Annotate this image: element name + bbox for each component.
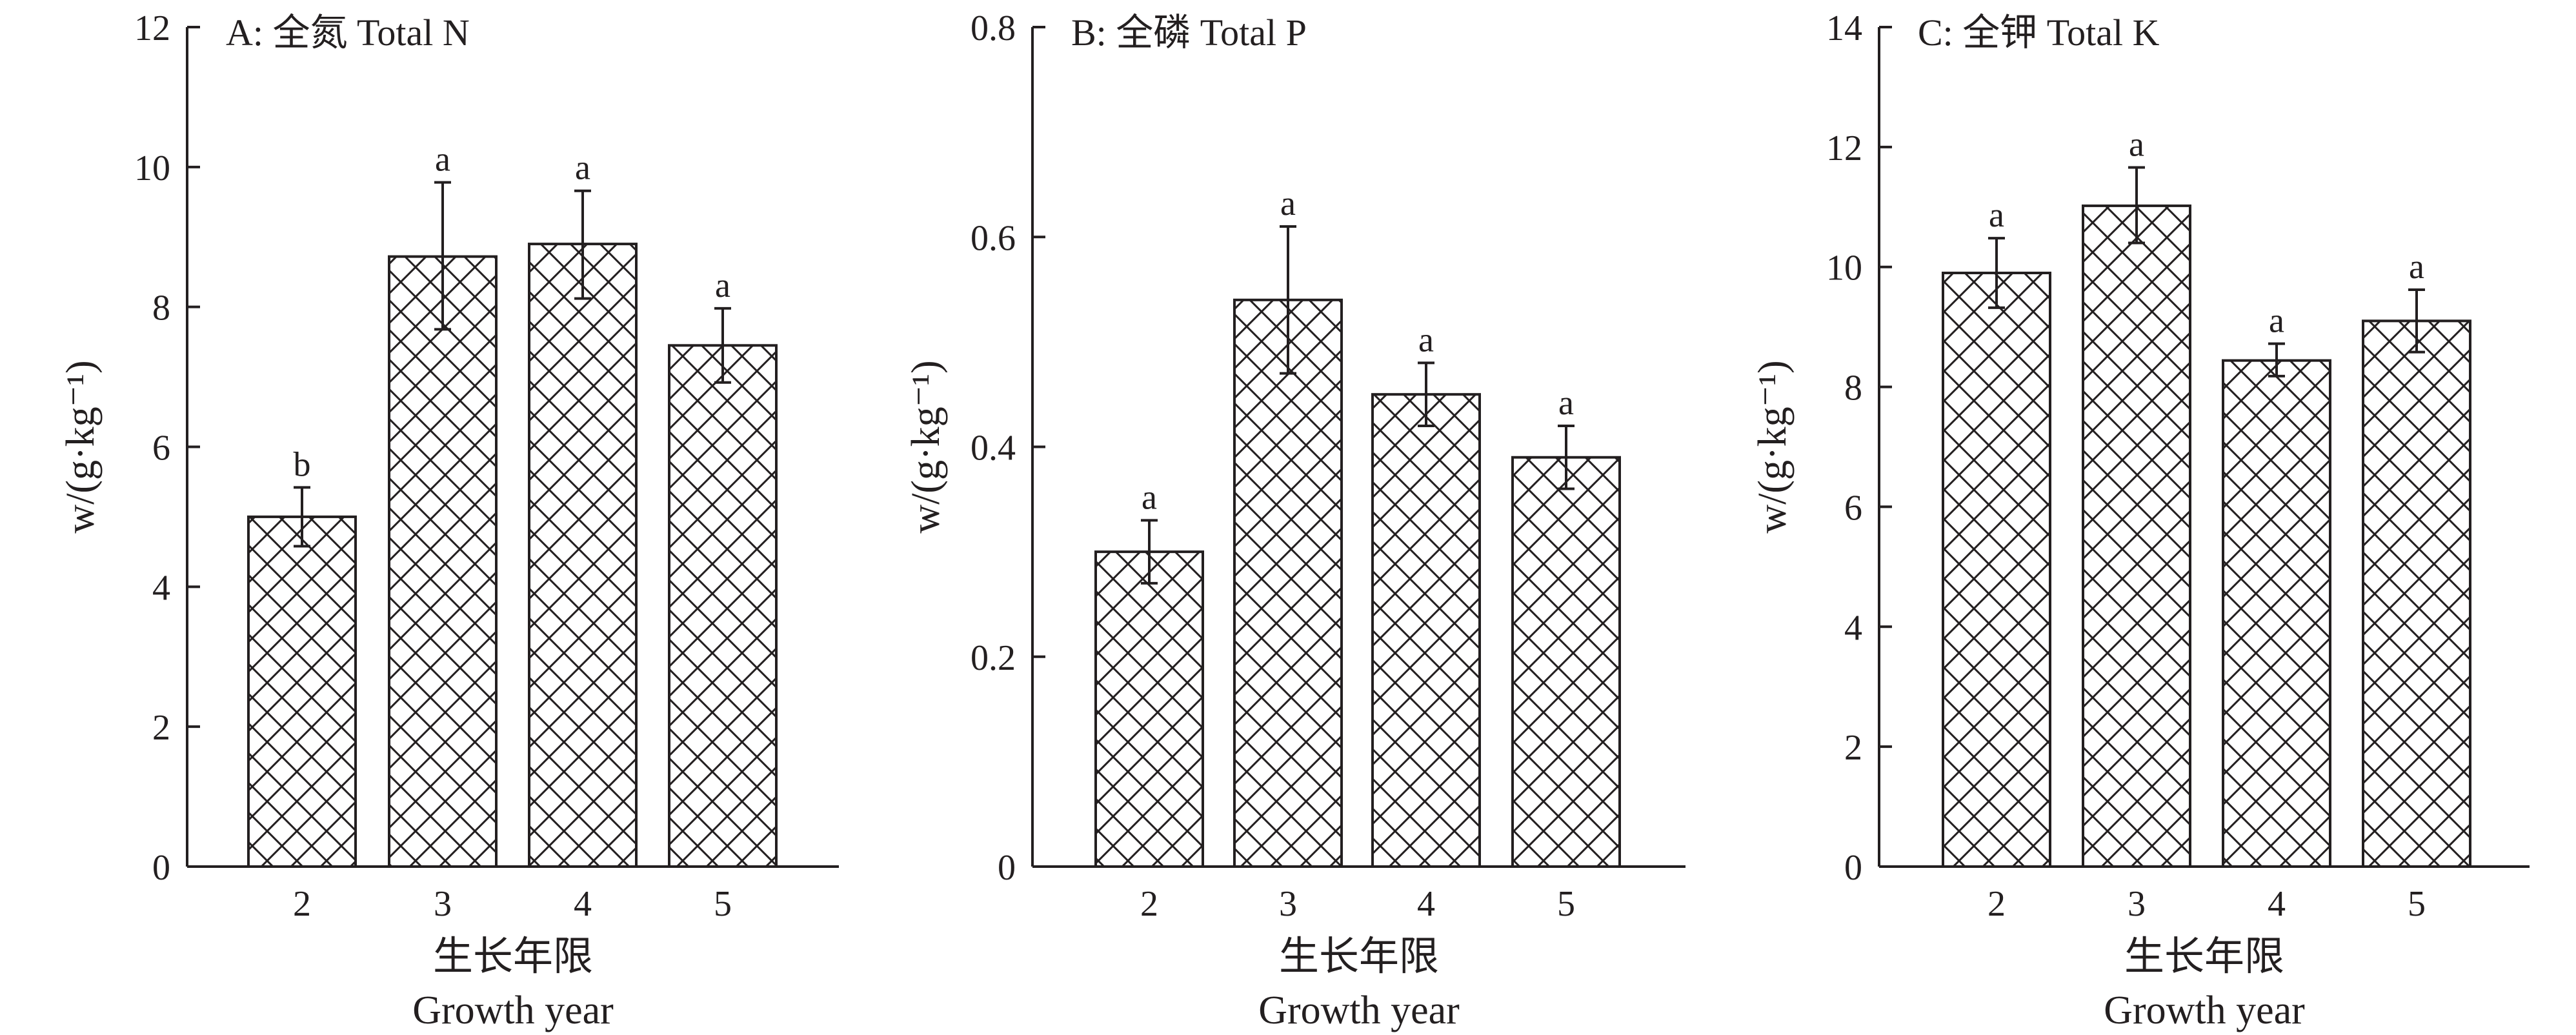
y-axis-label: w/(g·kg⁻¹) bbox=[904, 360, 948, 533]
bar-total-n-year-4 bbox=[528, 243, 638, 868]
bar-total-n-year-2 bbox=[247, 515, 357, 868]
panel-title: B: 全磷 Total P bbox=[1071, 12, 1307, 54]
panel-title: A: 全氮 Total N bbox=[226, 12, 470, 54]
y-tick-label: 2 bbox=[152, 708, 170, 748]
significance-letter: a bbox=[575, 148, 590, 187]
x-axis-label: 生长年限 bbox=[1279, 935, 1439, 979]
y-tick-label: 10 bbox=[134, 148, 170, 188]
y-tick-label: 0 bbox=[1844, 848, 1862, 888]
y-tick-label: 4 bbox=[152, 568, 170, 608]
significance-letter: a bbox=[435, 140, 450, 179]
y-tick-label: 2 bbox=[1844, 728, 1862, 768]
significance-letter: a bbox=[2409, 247, 2424, 286]
bar-total-k-year-2 bbox=[1942, 272, 2051, 868]
x-tick-label: 5 bbox=[2408, 884, 2426, 924]
significance-letter: a bbox=[1280, 184, 1296, 223]
x-axis-label-en: Growth year bbox=[1258, 989, 1460, 1032]
significance-letter: a bbox=[1418, 320, 1434, 359]
significance-letter: a bbox=[1989, 196, 2004, 234]
y-tick-label: 10 bbox=[1826, 248, 1862, 288]
y-tick-label: 0.8 bbox=[971, 8, 1016, 48]
y-tick-label: 14 bbox=[1826, 8, 1862, 48]
bar-total-k-year-5 bbox=[2362, 319, 2471, 869]
bar-total-p-year-5 bbox=[1511, 456, 1621, 868]
x-tick-label: 5 bbox=[714, 884, 732, 924]
x-tick-label: 4 bbox=[574, 884, 592, 924]
y-tick-label: 12 bbox=[134, 8, 170, 48]
panel-title: C: 全钾 Total K bbox=[1918, 12, 2160, 54]
panel-total-n: 0 2 4 6 8 10 12 b 2 a 3 a 4 a 5 A: 全氮 Total N 生长年限 Growth… bbox=[59, 8, 839, 1032]
x-tick-label: 2 bbox=[293, 884, 311, 924]
bar-total-p-year-4 bbox=[1371, 393, 1481, 868]
y-tick-label: 0.4 bbox=[971, 428, 1016, 468]
y-tick-label: 6 bbox=[1844, 488, 1862, 528]
significance-letter: a bbox=[1142, 477, 1157, 516]
y-tick-label: 12 bbox=[1826, 128, 1862, 168]
significance-letter: a bbox=[2129, 125, 2144, 163]
significance-letter: a bbox=[715, 266, 730, 305]
y-tick-label: 4 bbox=[1844, 608, 1862, 648]
x-tick-label: 5 bbox=[1557, 884, 1575, 924]
bar-total-n-year-3 bbox=[388, 255, 498, 868]
x-axis-label: 生长年限 bbox=[2124, 935, 2284, 979]
x-axis-label-en: Growth year bbox=[412, 989, 614, 1032]
x-tick-label: 2 bbox=[1987, 884, 2006, 924]
bar-total-k-year-3 bbox=[2082, 204, 2191, 869]
y-tick-label: 0 bbox=[152, 848, 170, 888]
y-tick-label: 6 bbox=[152, 428, 170, 468]
x-tick-label: 2 bbox=[1140, 884, 1158, 924]
significance-letter: a bbox=[2269, 301, 2284, 340]
x-tick-label: 3 bbox=[2128, 884, 2146, 924]
y-tick-label: 8 bbox=[1844, 368, 1862, 408]
panel-total-p: 0 0.2 0.4 0.6 0.8 a 2 a 3 a 4 a 5 B: 全磷 Total P 生长年限 Gr… bbox=[904, 8, 1685, 1032]
x-tick-label: 3 bbox=[1279, 884, 1297, 924]
y-axis-label: w/(g·kg⁻¹) bbox=[1751, 360, 1795, 533]
panel-total-k: 0 2 4 6 8 10 12 14 a 2 a 3 a 4 a 5 C: 全钾 Total K 生长年限 Grow… bbox=[1751, 8, 2530, 1032]
y-tick-label: 0.2 bbox=[971, 638, 1016, 678]
significance-letter: a bbox=[1558, 383, 1574, 422]
x-axis-label: 生长年限 bbox=[433, 935, 593, 979]
x-tick-label: 4 bbox=[2268, 884, 2286, 924]
y-tick-label: 0.6 bbox=[971, 218, 1016, 258]
bar-total-p-year-3 bbox=[1233, 298, 1343, 868]
y-axis-label: w/(g·kg⁻¹) bbox=[59, 360, 103, 533]
y-tick-label: 8 bbox=[152, 288, 170, 328]
bar-total-p-year-2 bbox=[1094, 550, 1204, 868]
x-axis-label-en: Growth year bbox=[2104, 989, 2305, 1032]
x-tick-label: 4 bbox=[1417, 884, 1435, 924]
y-tick-label: 0 bbox=[998, 848, 1016, 888]
significance-letter: b bbox=[294, 445, 311, 483]
x-tick-label: 3 bbox=[434, 884, 452, 924]
bar-total-k-year-4 bbox=[2222, 359, 2331, 868]
bar-total-n-year-5 bbox=[668, 344, 778, 868]
